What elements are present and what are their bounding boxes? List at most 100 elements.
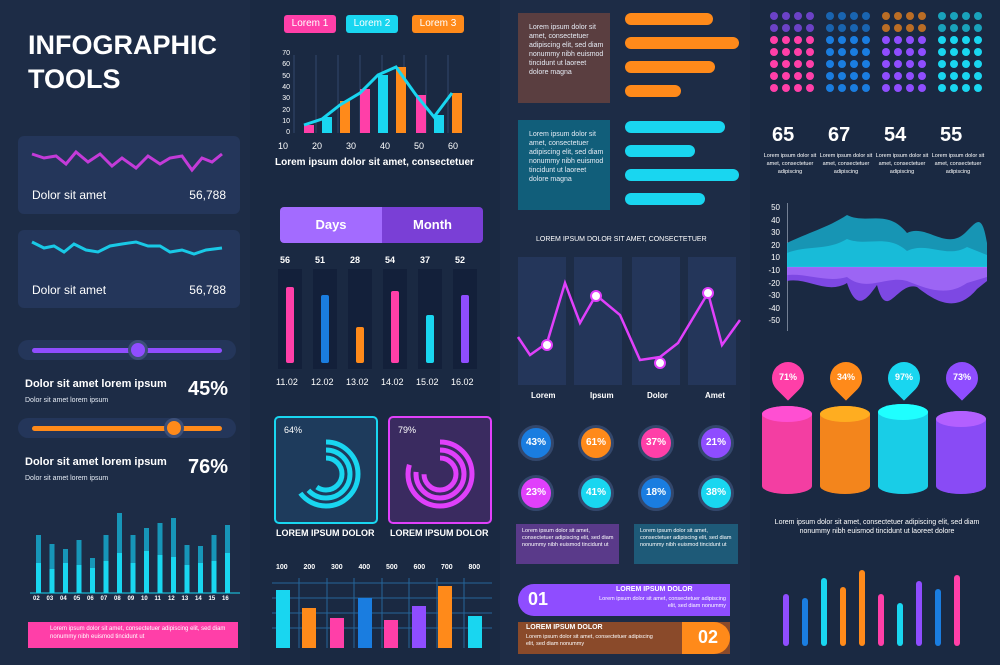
legend-item-2[interactable]: Lorem 2 bbox=[346, 15, 398, 33]
dot bbox=[950, 12, 958, 20]
combo-bar bbox=[452, 93, 462, 133]
dot bbox=[918, 12, 926, 20]
donut-card-2[interactable]: 79% bbox=[388, 416, 492, 524]
dot bbox=[962, 12, 970, 20]
mini-card-1-label: Dolor sit amet bbox=[32, 188, 107, 202]
combo-x-axis: 10 20 30 40 50 60 bbox=[278, 141, 478, 153]
slider-1-handle[interactable] bbox=[128, 340, 148, 360]
dot bbox=[918, 36, 926, 44]
cylinder-top bbox=[762, 406, 812, 422]
combo-bar bbox=[378, 75, 388, 133]
dot-stat-value: 54 bbox=[884, 124, 907, 146]
combo-bar bbox=[416, 95, 426, 133]
dot bbox=[894, 72, 902, 80]
combo-bar bbox=[434, 115, 444, 133]
line-3-cat-3: Dolor bbox=[647, 391, 668, 400]
legend-item-1[interactable]: Lorem 1 bbox=[284, 15, 336, 33]
bc2-tick: 300 bbox=[331, 564, 343, 571]
area-positive-2 bbox=[787, 239, 987, 267]
dot bbox=[826, 48, 834, 56]
dot bbox=[794, 12, 802, 20]
left-bar-fill bbox=[130, 563, 136, 593]
title-line-2: TOOLS bbox=[28, 64, 121, 94]
note-1-text: Lorem ipsum dolor sit amet, consectetuer… bbox=[522, 528, 614, 548]
step-1: 01 LOREM IPSUM DOLOR Lorem ipsum dolor s… bbox=[518, 584, 730, 616]
dot bbox=[770, 84, 778, 92]
left-bar-fill bbox=[103, 561, 109, 593]
slider-2-subtitle: Dolor sit amet lorem ipsum bbox=[25, 475, 109, 482]
mini-card-1-value: 56,788 bbox=[189, 188, 226, 202]
dot-stat-text: Lorem ipsum dolor sit amet, consectetuer… bbox=[819, 153, 873, 175]
area-y-tick: 40 bbox=[771, 215, 780, 225]
mini-sparkline-1 bbox=[31, 149, 223, 173]
left-bar-fill bbox=[76, 565, 82, 593]
bc2-bar bbox=[276, 590, 290, 648]
days-track bbox=[383, 269, 407, 369]
slider-2-handle[interactable] bbox=[164, 418, 184, 438]
dot bbox=[826, 60, 834, 68]
percent-circle: 43% bbox=[518, 425, 554, 461]
dot bbox=[838, 84, 846, 92]
mini-card-2[interactable]: Dolor sit amet 56,788 bbox=[18, 230, 240, 308]
dot bbox=[770, 72, 778, 80]
dot bbox=[906, 60, 914, 68]
dot bbox=[950, 48, 958, 56]
dot bbox=[794, 60, 802, 68]
slider-2[interactable] bbox=[18, 418, 236, 438]
left-bar-fill bbox=[211, 561, 217, 593]
slider-1[interactable] bbox=[18, 340, 236, 360]
days-date: 15.02 bbox=[416, 377, 439, 387]
percent-circle: 38% bbox=[698, 475, 734, 511]
combo-line bbox=[303, 65, 454, 127]
hbar bbox=[625, 121, 725, 133]
note-box-1: Lorem ipsum dolor sit amet, consectetuer… bbox=[516, 524, 619, 564]
line-chart-3 bbox=[516, 257, 742, 385]
area-chart bbox=[787, 203, 987, 331]
dot bbox=[850, 60, 858, 68]
dot bbox=[850, 24, 858, 32]
dot bbox=[918, 48, 926, 56]
dot bbox=[838, 36, 846, 44]
cylinder-top bbox=[820, 406, 870, 422]
tab-month[interactable]: Month bbox=[382, 207, 483, 243]
combo-y-tick: 0 bbox=[286, 129, 290, 137]
mini-card-2-value: 56,788 bbox=[189, 283, 226, 297]
left-bar-tick: 08 bbox=[114, 596, 121, 602]
bar4 bbox=[935, 589, 941, 646]
dot bbox=[838, 72, 846, 80]
days-value: 52 bbox=[455, 255, 466, 265]
days-track bbox=[348, 269, 372, 369]
slider-1-subtitle: Dolor sit amet lorem ipsum bbox=[25, 397, 109, 404]
bottom-chart-4 bbox=[783, 570, 960, 646]
days-track bbox=[453, 269, 477, 369]
dot bbox=[862, 24, 870, 32]
cylinder-percent: 71% bbox=[778, 372, 797, 382]
left-banner-text: Lorem ipsum dolor sit amet, consectetuer… bbox=[50, 626, 226, 640]
dot bbox=[974, 84, 982, 92]
donut-card-1[interactable]: 64% bbox=[274, 416, 378, 524]
mini-card-1[interactable]: Dolor sit amet 56,788 bbox=[18, 136, 240, 214]
dot bbox=[962, 36, 970, 44]
dot bbox=[862, 12, 870, 20]
area-chart-y-axis: 50 40 30 20 10 -10 -20 -30 -40 -50 bbox=[758, 203, 782, 333]
left-bar-tick: 10 bbox=[141, 596, 148, 602]
donut-2-caption: LOREM IPSUM DOLOR bbox=[390, 528, 489, 538]
dot bbox=[838, 12, 846, 20]
bar4 bbox=[859, 570, 865, 646]
combo-x-tick: 30 bbox=[346, 141, 357, 151]
dot bbox=[850, 72, 858, 80]
bottom-chart-2 bbox=[272, 578, 492, 648]
bc2-bar bbox=[468, 616, 482, 648]
days-date: 14.02 bbox=[381, 377, 404, 387]
donut-2-arcs bbox=[405, 439, 475, 509]
left-bar-fill bbox=[171, 557, 176, 593]
text-card-2-text: Lorem ipsum dolor sit amet, consectetuer… bbox=[529, 131, 604, 183]
left-bar-fill bbox=[49, 569, 55, 593]
dot bbox=[862, 72, 870, 80]
tab-days[interactable]: Days bbox=[280, 207, 382, 243]
days-chart: 56 11.02 51 12.02 28 13.02 54 14.02 37 15.02 52 16.… bbox=[276, 255, 488, 395]
combo-y-tick: 70 bbox=[282, 50, 290, 57]
days-date: 11.02 bbox=[276, 377, 298, 387]
legend-item-3[interactable]: Lorem 3 bbox=[412, 15, 464, 33]
line-3-cat-2: Ipsum bbox=[590, 391, 614, 400]
